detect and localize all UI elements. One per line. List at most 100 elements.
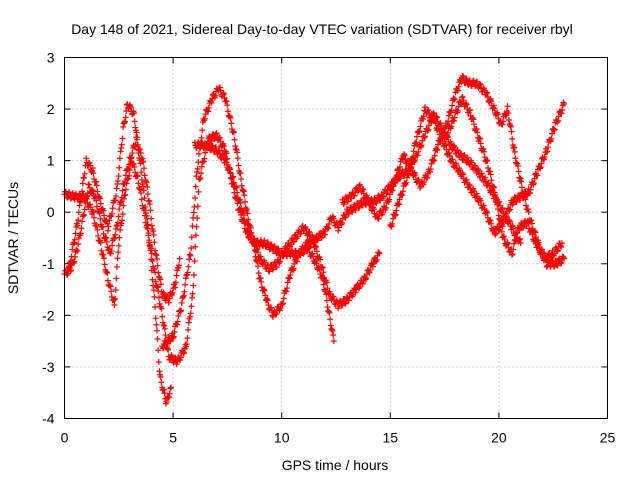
series-sat-e [191, 139, 383, 312]
data-point [463, 176, 470, 183]
data-point [212, 92, 219, 99]
data-point [284, 285, 291, 292]
data-point [406, 166, 413, 173]
data-point [156, 368, 163, 375]
data-point [543, 149, 550, 156]
data-point [201, 115, 208, 122]
data-point [427, 166, 434, 173]
data-point [487, 217, 494, 224]
data-point [132, 169, 139, 176]
data-point [451, 96, 458, 103]
data-point [111, 235, 118, 242]
data-point [504, 103, 511, 110]
data-point [129, 150, 136, 157]
data-point [319, 264, 326, 271]
data-point [224, 108, 231, 115]
data-point [153, 321, 160, 328]
data-point [71, 239, 78, 246]
data-point [388, 223, 395, 230]
data-point [195, 159, 202, 166]
data-point [98, 247, 105, 254]
data-point [152, 251, 159, 258]
data-point [137, 160, 144, 167]
data-point [476, 135, 483, 142]
data-point [234, 155, 241, 162]
data-point [197, 175, 204, 182]
data-point [366, 198, 373, 205]
data-point [516, 197, 523, 204]
data-point [291, 238, 298, 245]
data-point [242, 204, 249, 211]
grid-lines [64, 57, 608, 419]
data-point [173, 357, 180, 364]
data-point [475, 167, 482, 174]
series-sat-d [159, 84, 337, 352]
data-point [159, 345, 166, 352]
data-point [558, 110, 565, 117]
data-point [473, 190, 480, 197]
data-point [356, 182, 363, 189]
data-point [356, 181, 363, 188]
data-point [513, 159, 520, 166]
data-point [426, 122, 433, 129]
data-point [498, 222, 505, 229]
data-point [152, 278, 159, 285]
data-point [147, 207, 154, 214]
data-point [209, 142, 216, 149]
data-point [99, 224, 106, 231]
data-point [488, 220, 495, 227]
data-point [114, 255, 121, 262]
data-point [369, 263, 376, 270]
data-point [250, 237, 257, 244]
data-point [244, 225, 251, 232]
data-point [143, 212, 150, 219]
data-point [399, 192, 406, 199]
data-point [513, 199, 520, 206]
data-point [147, 247, 154, 254]
data-point [103, 235, 110, 242]
data-point [108, 210, 115, 217]
data-point [138, 176, 145, 183]
data-point [153, 327, 160, 334]
data-point [459, 93, 466, 100]
data-point [144, 221, 151, 228]
data-point [555, 113, 562, 120]
data-point [172, 284, 179, 291]
data-point [398, 155, 405, 162]
data-point [234, 149, 241, 156]
data-point [135, 150, 142, 157]
data-point [240, 208, 247, 215]
data-point [318, 234, 325, 241]
data-point [506, 218, 513, 225]
data-point [113, 275, 120, 282]
data-point [442, 142, 449, 149]
data-point [341, 199, 348, 206]
data-point [101, 261, 108, 268]
data-point [122, 118, 129, 125]
data-point [188, 245, 195, 252]
data-point [93, 203, 100, 210]
data-point [122, 172, 129, 179]
data-point [373, 256, 380, 263]
data-point [499, 121, 506, 128]
data-point [275, 245, 282, 252]
data-point [243, 226, 250, 233]
data-point [327, 316, 334, 323]
data-point [324, 304, 331, 311]
data-point [246, 230, 253, 237]
data-point [454, 147, 461, 154]
data-point [548, 135, 555, 142]
data-point [539, 249, 546, 256]
data-point [487, 168, 494, 175]
y-tick-label: 3 [47, 50, 55, 66]
data-point [167, 356, 174, 363]
data-point [127, 104, 134, 111]
data-point [134, 134, 141, 141]
data-point [141, 195, 148, 202]
data-point [112, 295, 119, 302]
data-point [421, 179, 428, 186]
data-point [260, 286, 267, 293]
data-point [454, 107, 461, 114]
data-point [101, 235, 108, 242]
data-point [379, 210, 386, 217]
